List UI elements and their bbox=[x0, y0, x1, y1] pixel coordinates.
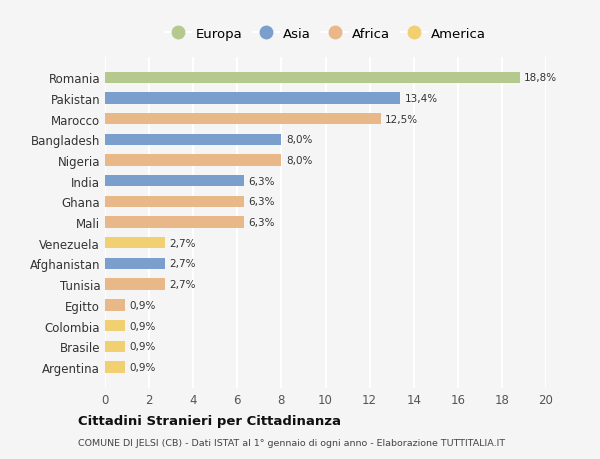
Bar bbox=[105, 114, 380, 125]
Bar bbox=[105, 93, 400, 104]
Text: 0,9%: 0,9% bbox=[129, 341, 155, 352]
Text: 8,0%: 8,0% bbox=[286, 135, 312, 145]
Text: 6,3%: 6,3% bbox=[248, 197, 275, 207]
Text: 13,4%: 13,4% bbox=[405, 94, 438, 104]
Text: 18,8%: 18,8% bbox=[524, 73, 557, 83]
Text: 12,5%: 12,5% bbox=[385, 114, 418, 124]
Text: 6,3%: 6,3% bbox=[248, 176, 275, 186]
Bar bbox=[105, 217, 244, 228]
Text: 8,0%: 8,0% bbox=[286, 156, 312, 166]
Bar bbox=[105, 300, 125, 311]
Bar bbox=[105, 134, 281, 146]
Bar bbox=[105, 176, 244, 187]
Bar bbox=[105, 155, 281, 166]
Bar bbox=[105, 362, 125, 373]
Bar bbox=[105, 258, 164, 269]
Text: 0,9%: 0,9% bbox=[129, 362, 155, 372]
Legend: Europa, Asia, Africa, America: Europa, Asia, Africa, America bbox=[165, 28, 486, 40]
Bar bbox=[105, 73, 520, 84]
Text: 2,7%: 2,7% bbox=[169, 280, 196, 290]
Text: 0,9%: 0,9% bbox=[129, 300, 155, 310]
Text: Cittadini Stranieri per Cittadinanza: Cittadini Stranieri per Cittadinanza bbox=[78, 414, 341, 428]
Bar bbox=[105, 320, 125, 331]
Text: 6,3%: 6,3% bbox=[248, 218, 275, 228]
Bar bbox=[105, 341, 125, 352]
Text: 2,7%: 2,7% bbox=[169, 238, 196, 248]
Text: 2,7%: 2,7% bbox=[169, 259, 196, 269]
Text: COMUNE DI JELSI (CB) - Dati ISTAT al 1° gennaio di ogni anno - Elaborazione TUTT: COMUNE DI JELSI (CB) - Dati ISTAT al 1° … bbox=[78, 438, 505, 447]
Bar bbox=[105, 279, 164, 290]
Bar bbox=[105, 196, 244, 207]
Bar bbox=[105, 238, 164, 249]
Text: 0,9%: 0,9% bbox=[129, 321, 155, 331]
